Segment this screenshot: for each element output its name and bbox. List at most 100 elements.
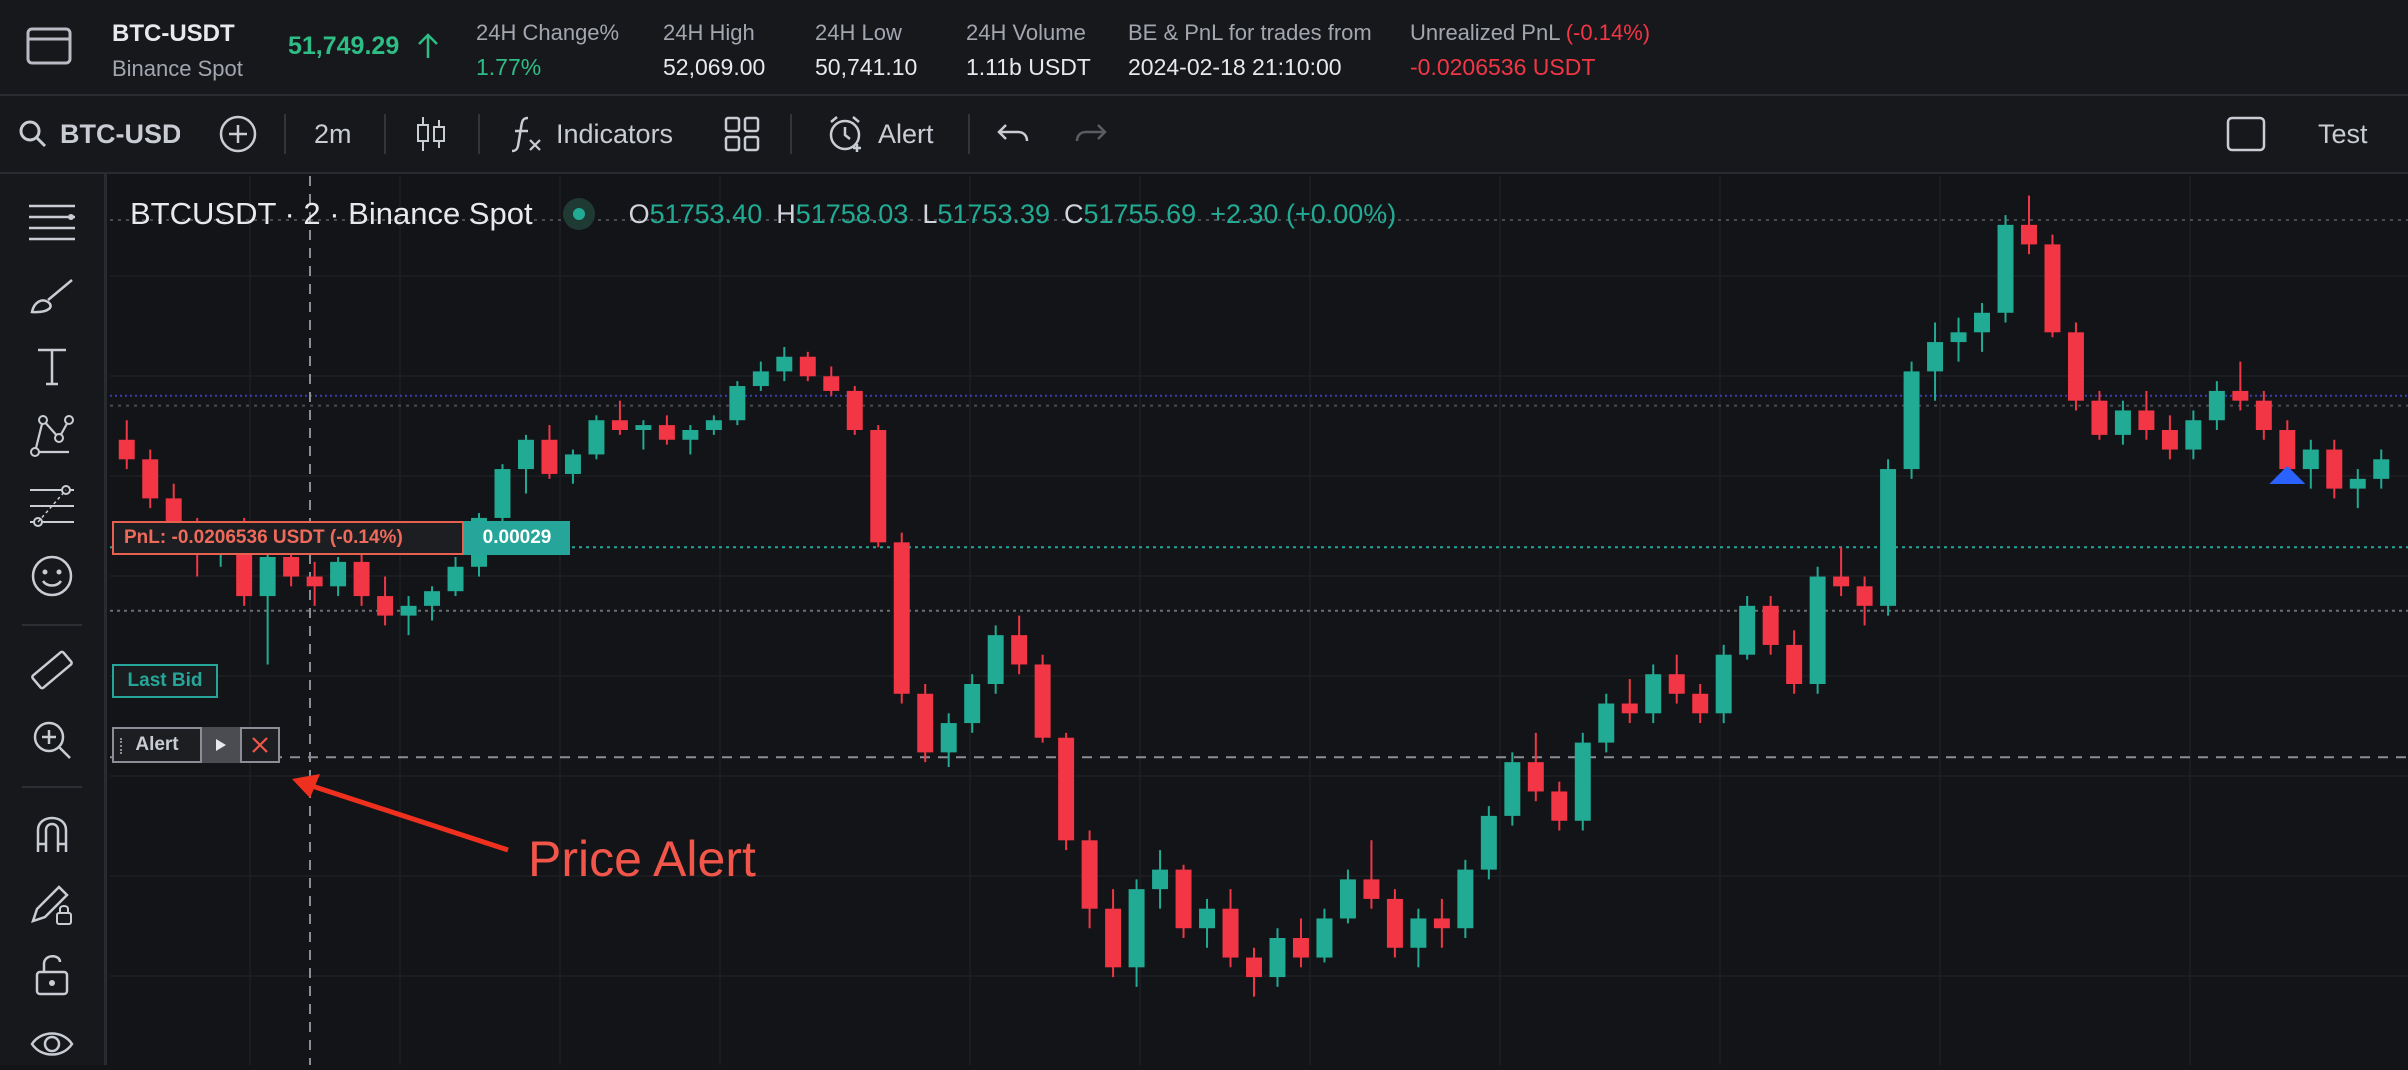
ticker-stat: BE & PnL for trades from 2024-02-18 21:10… <box>1128 20 1372 81</box>
stat-value: 52,069.00 <box>663 54 766 80</box>
candle-body <box>2279 430 2296 470</box>
undo-icon <box>997 124 1029 142</box>
high-key: H <box>776 198 796 229</box>
price-chart[interactable] <box>110 176 2408 1065</box>
last-price: 51,749.29 <box>288 32 400 60</box>
eye-icon <box>30 1032 74 1056</box>
price-alert-line-label[interactable]: Alert <box>112 727 280 763</box>
stat-label: 24H Change% <box>476 20 620 45</box>
visibility-tool[interactable] <box>26 1018 78 1070</box>
interval-button[interactable]: 2m <box>314 96 352 172</box>
candle-body <box>118 439 135 460</box>
market-status-icon[interactable] <box>562 198 595 230</box>
redo-icon <box>1075 124 1107 142</box>
candle-body <box>564 454 581 474</box>
close-value: 51755.69 <box>1083 198 1197 229</box>
undo-button[interactable] <box>996 96 1030 172</box>
candle-body <box>1927 342 1944 372</box>
menu-tool[interactable] <box>26 198 78 250</box>
fib-tool[interactable] <box>26 480 78 532</box>
alert-label: Alert <box>878 118 934 149</box>
chart-type-button[interactable] <box>414 96 448 172</box>
stat-value: 1.11b USDT <box>966 54 1091 80</box>
open-key: O <box>628 198 650 229</box>
candle-body <box>2326 449 2343 489</box>
candle-body <box>1199 908 1216 929</box>
lock-drawing-tool[interactable] <box>26 878 78 930</box>
candle-body <box>1833 576 1850 587</box>
last-bid-label: Last Bid <box>112 664 218 698</box>
candle-body <box>2302 449 2319 470</box>
ruler-icon <box>31 650 73 690</box>
candle-body <box>1645 674 1662 714</box>
alert-line-label[interactable]: Alert <box>112 727 202 763</box>
emoji-tool[interactable] <box>26 550 78 602</box>
pencil-lock-icon <box>31 885 72 925</box>
alert-button[interactable]: Alert <box>826 96 934 172</box>
candle-body <box>1292 938 1309 958</box>
candle-body <box>1715 654 1732 714</box>
candle-body <box>2091 400 2108 435</box>
fib-levels-icon <box>30 485 74 527</box>
candle-body <box>1504 762 1521 816</box>
layouts-button[interactable] <box>724 96 760 172</box>
symbol-search[interactable]: BTC-USD <box>18 96 180 172</box>
text-icon <box>38 348 66 386</box>
symbol-block[interactable]: BTC-USDT Binance Spot <box>112 20 243 82</box>
text-tool[interactable] <box>26 340 78 392</box>
test-button[interactable]: Test <box>2318 96 2368 172</box>
zoom-tool[interactable] <box>26 714 78 766</box>
measure-tool[interactable] <box>26 644 78 696</box>
alert-play-button[interactable] <box>202 727 240 763</box>
annotation-arrow <box>292 774 509 853</box>
candle-body <box>1081 840 1098 909</box>
candle-body <box>1410 918 1427 948</box>
ticker-bar: BTC-USDT Binance Spot 51,749.29 24H Chan… <box>0 0 2408 96</box>
brush-tool[interactable] <box>26 270 78 322</box>
arrow-up-icon <box>418 33 438 58</box>
ohlc-values: O51753.40 H51758.03 L51753.39 C51755.69 … <box>629 199 1397 230</box>
candle-body <box>2044 244 2061 333</box>
candle-body <box>142 459 159 499</box>
pnl-position-label[interactable]: PnL: -0.0206536 USDT (-0.14%) <box>112 521 464 555</box>
candle-body <box>2232 390 2249 401</box>
candle-body <box>1339 879 1356 919</box>
candle-body <box>658 425 675 440</box>
open-value: 51753.40 <box>649 198 763 229</box>
candle-body <box>1363 879 1380 899</box>
candle-body <box>283 557 300 577</box>
candle-body <box>1551 791 1568 821</box>
plus-circle-icon <box>219 115 257 153</box>
candle-body <box>1058 737 1075 841</box>
candle-body <box>1809 576 1826 684</box>
candle-body <box>424 591 441 606</box>
pattern-icon <box>30 415 74 457</box>
position-quantity[interactable]: 0.00029 <box>464 521 570 555</box>
candle-body <box>987 635 1004 684</box>
square-icon <box>2226 116 2266 152</box>
magnet-tool[interactable] <box>26 808 78 860</box>
candle-body <box>2185 420 2202 450</box>
buy-marker-icon <box>2269 465 2306 484</box>
candle-body <box>729 386 746 421</box>
redo-button[interactable] <box>1074 96 1108 172</box>
candle-body <box>823 376 840 391</box>
ticker-stat: 24H Change% 1.77% <box>476 20 619 81</box>
stat-label: BE & PnL for trades from <box>1128 20 1372 45</box>
candle-body <box>1621 703 1638 714</box>
candle-body <box>917 693 934 753</box>
lock-all-tool[interactable] <box>26 948 78 1000</box>
pattern-tool[interactable] <box>26 410 78 462</box>
candle-body <box>682 430 699 440</box>
window-icon[interactable] <box>26 26 72 66</box>
search-input[interactable]: BTC-USD <box>60 118 180 149</box>
candle-body <box>1175 869 1192 929</box>
chart-toolbar: BTC-USD 2m Indicators Alert Test <box>0 96 2408 174</box>
indicators-button[interactable]: Indicators <box>508 96 673 172</box>
stat-value: 2024-02-18 21:10:00 <box>1128 54 1342 80</box>
candle-body <box>1739 605 1756 655</box>
compare-button[interactable] <box>218 96 258 172</box>
alert-remove-button[interactable] <box>240 727 280 763</box>
exchange-name: Binance Spot <box>112 56 243 81</box>
fullscreen-button[interactable] <box>2226 96 2266 172</box>
